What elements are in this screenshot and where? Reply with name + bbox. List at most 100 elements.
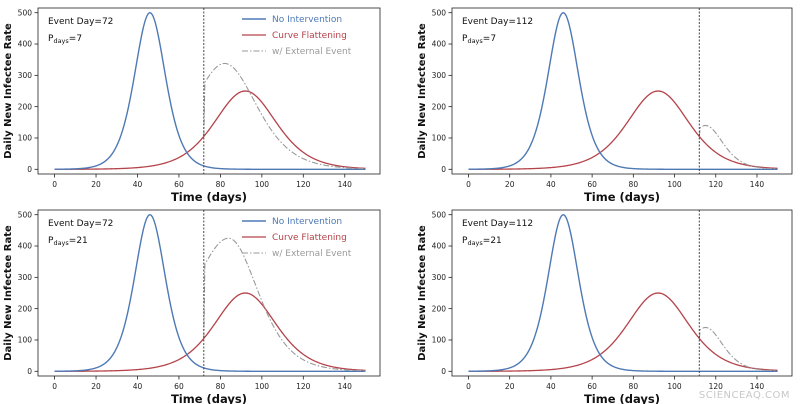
series-external-event [698,124,778,170]
y-tick-label: 200 [432,102,447,111]
y-axis-label: Daily New Infectee Rate [417,225,428,361]
y-tick-label: 100 [18,336,33,345]
x-tick-label: 80 [629,180,639,189]
x-tick-label: 40 [133,180,143,189]
x-tick-label: 0 [52,180,57,189]
pdays-sub: days [53,239,69,247]
legend-entry-label: No Intervention [272,217,342,227]
x-tick-label: 0 [466,382,471,391]
x-tick-label: 0 [52,382,57,391]
y-tick-label: 400 [432,40,447,49]
pdays-prefix: P [48,34,54,44]
legend-entry-label: Curve Flattening [272,233,347,243]
pdays-suffix: =7 [69,34,82,44]
x-axis-label: Time (days) [171,190,247,204]
series-external-event [203,237,366,372]
y-tick-label: 200 [18,102,33,111]
x-tick-label: 120 [296,180,311,189]
series-no-intervention [468,213,778,372]
x-tick-label: 100 [667,382,682,391]
y-tick-label: 300 [18,273,33,282]
legend-entry-label: Curve Flattening [272,31,347,41]
x-tick-label: 120 [296,382,311,391]
legend-entry-label: No Intervention [272,15,342,25]
y-tick-label: 500 [18,8,33,17]
x-axis-label: Time (days) [584,190,660,204]
y-tick-label: 500 [18,210,33,219]
series-curve-flattening [468,292,778,372]
x-tick-label: 40 [546,382,556,391]
x-tick-label: 80 [629,382,639,391]
x-tick-label: 80 [216,382,226,391]
pdays-label: Pdays=21 [48,236,88,247]
y-axis-label: Daily New Infectee Rate [417,23,428,159]
y-tick-label: 300 [432,71,447,80]
x-tick-label: 40 [133,382,143,391]
y-axis-label: Daily New Infectee Rate [3,23,14,159]
panel-3: 0 20 40 60 80 100 120 140 0 100 200 300 400 500 Time (… [3,209,381,404]
legend: No Intervention Curve Flattening w/ Extern… [242,15,352,57]
x-tick-label: 140 [750,382,765,391]
axes-frame [451,7,793,175]
series-no-intervention [468,11,778,170]
y-axis-label: Daily New Infectee Rate [3,225,14,361]
y-tick-label: 0 [441,165,446,174]
x-tick-label: 60 [174,382,184,391]
event-day-label: Event Day=72 [48,219,113,229]
x-tick-label: 120 [709,180,724,189]
y-tick-label: 500 [432,210,447,219]
panel-1: 0 20 40 60 80 100 120 140 0 100 200 300 400 500 Time (… [3,7,381,204]
series-curve-flattening [54,292,366,372]
legend-entry-label: w/ External Event [272,249,352,259]
panel-4: 0 20 40 60 80 100 120 140 0 100 200 300 400 500 Time (… [417,209,793,404]
x-tick-label: 20 [91,382,101,391]
series-no-intervention [54,11,366,170]
axes-frame [37,209,381,377]
series-external-event [203,62,366,170]
y-tick-label: 300 [18,71,33,80]
y-tick-label: 500 [432,8,447,17]
pdays-label: Pdays=7 [462,34,496,45]
y-tick-label: 400 [18,40,33,49]
x-tick-label: 60 [587,382,597,391]
pdays-sub: days [467,239,483,247]
pdays-prefix: P [462,236,468,246]
y-tick-label: 400 [18,242,33,251]
event-day-label: Event Day=112 [462,17,533,27]
x-tick-label: 20 [505,180,515,189]
x-tick-label: 20 [91,180,101,189]
x-tick-label: 80 [216,180,226,189]
y-tick-label: 200 [18,304,33,313]
y-tick-label: 100 [432,134,447,143]
pdays-prefix: P [462,34,468,44]
pdays-sub: days [467,37,483,45]
y-tick-label: 100 [432,336,447,345]
x-tick-label: 100 [255,382,270,391]
pdays-sub: days [53,37,69,45]
series-no-intervention [54,213,366,372]
x-tick-label: 40 [546,180,556,189]
x-tick-label: 140 [338,180,353,189]
y-tick-label: 0 [27,367,32,376]
pdays-label: Pdays=21 [462,236,502,247]
series-external-event [698,326,778,372]
y-tick-label: 0 [441,367,446,376]
x-tick-label: 120 [709,382,724,391]
x-tick-label: 0 [466,180,471,189]
x-axis-label: Time (days) [171,392,247,404]
x-tick-label: 100 [255,180,270,189]
axes-frame [451,209,793,377]
pdays-prefix: P [48,236,54,246]
watermark: SCIENCEAQ.COM [698,390,790,401]
y-tick-label: 100 [18,134,33,143]
series-curve-flattening [54,90,366,170]
event-day-label: Event Day=72 [48,17,113,27]
x-tick-label: 140 [750,180,765,189]
y-tick-label: 200 [432,304,447,313]
x-axis-label: Time (days) [584,392,660,404]
x-tick-label: 60 [587,180,597,189]
pdays-suffix: =21 [69,236,88,246]
x-tick-label: 140 [338,382,353,391]
y-tick-label: 400 [432,242,447,251]
